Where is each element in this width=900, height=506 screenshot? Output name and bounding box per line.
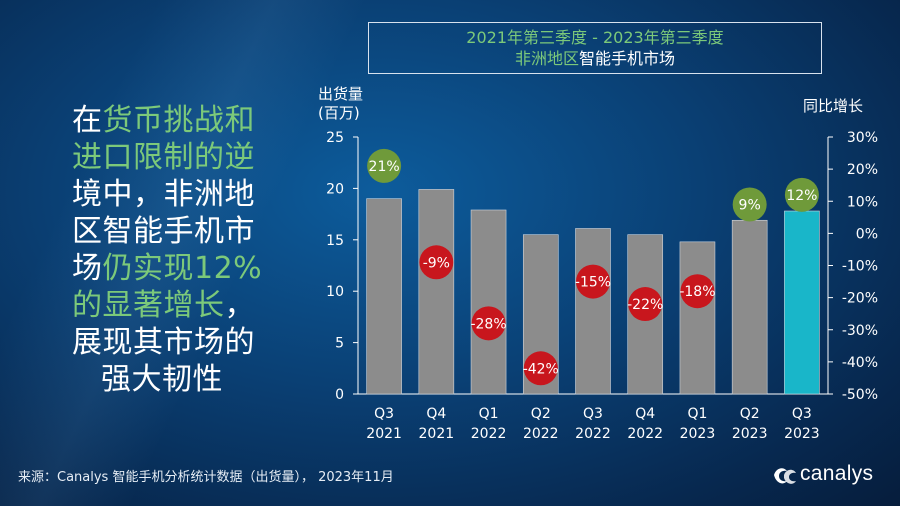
headline-line-2: 进口限制的逆	[72, 140, 255, 175]
right-tick-label: 0%	[856, 226, 878, 242]
right-tick-label: -30%	[842, 323, 878, 339]
yoy-growth-marker	[367, 148, 402, 183]
right-tick-label: 10%	[847, 194, 878, 210]
yoy-growth-marker	[576, 264, 610, 299]
category-label: Q3	[374, 406, 394, 422]
chart-title-subject: 智能手机市场	[579, 49, 676, 68]
shipment-bar	[470, 209, 507, 395]
right-tick-label: -40%	[842, 355, 878, 371]
right-tick-label: -20%	[842, 291, 878, 307]
source-note: 来源：Canalys 智能手机分析统计数据（出货量）， 2023年11月	[18, 470, 394, 485]
shipment-bar	[575, 228, 611, 395]
category-label: 2022	[575, 426, 611, 442]
category-label: 2021	[419, 426, 455, 442]
yoy-growth-marker	[628, 287, 663, 322]
right-tick-label: 20%	[847, 162, 878, 178]
headline-line-6: 的显著增长，	[72, 288, 255, 323]
right-tick-label: -50%	[842, 387, 878, 403]
shipment-bar	[366, 198, 402, 395]
yoy-growth-label: -15%	[575, 275, 611, 291]
left-tick-label: 15	[326, 233, 344, 249]
yoy-growth-marker	[784, 177, 819, 212]
yoy-growth-label: 21%	[369, 159, 400, 175]
canalys-logo-text: canalys	[800, 462, 874, 485]
left-tick-label: 5	[335, 336, 344, 352]
category-label: 2023	[680, 426, 716, 442]
category-label: Q1	[687, 406, 707, 422]
right-tick-label: -10%	[842, 259, 878, 275]
headline-line-4: 区智能手机市	[72, 214, 255, 249]
chart-title-market: 非洲地区智能手机市场	[369, 48, 821, 69]
category-label: 2021	[366, 426, 402, 442]
headline-text: 在货币挑战和 进口限制的逆 境中，非洲地 区智能手机市 场仍实现12% 的显著增…	[72, 102, 272, 398]
shipment-bar	[784, 210, 820, 395]
yoy-growth-label: -18%	[679, 284, 715, 300]
yoy-growth-marker	[732, 187, 767, 222]
headline-line-7: 展现其市场的	[72, 325, 255, 360]
yoy-growth-marker	[680, 274, 715, 309]
yoy-growth-marker	[523, 351, 558, 386]
right-tick-label: 30%	[847, 130, 878, 146]
chart-title-period: 2021年第三季度 - 2023年第三季度	[466, 28, 724, 47]
yoy-growth-label: -9%	[423, 255, 450, 271]
category-label: 2023	[784, 426, 820, 442]
shipment-bar	[679, 241, 716, 395]
category-label: Q3	[583, 406, 603, 422]
category-label: Q2	[740, 406, 760, 422]
headline-line-8: 强大韧性	[101, 362, 223, 397]
category-label: Q4	[635, 406, 655, 422]
right-axis-title: 同比增长	[803, 97, 864, 115]
yoy-growth-label: 12%	[786, 188, 817, 204]
yoy-growth-marker	[471, 306, 506, 341]
yoy-growth-label: -28%	[470, 316, 506, 332]
shipment-bar	[418, 189, 455, 395]
category-label: Q2	[531, 406, 551, 422]
yoy-growth-label: -42%	[523, 361, 559, 377]
category-label: 2022	[627, 426, 663, 442]
shipment-bar	[731, 219, 768, 395]
category-label: 2022	[523, 426, 559, 442]
left-tick-label: 10	[326, 284, 344, 300]
left-tick-label: 25	[326, 130, 344, 146]
headline-line-1: 在货币挑战和	[72, 103, 255, 138]
category-label: 2022	[471, 426, 507, 442]
left-axis-title: 出货量 (百万)	[318, 85, 364, 122]
canalys-logo-icon	[774, 468, 796, 484]
left-tick-label: 20	[326, 181, 344, 197]
yoy-growth-label: 9%	[739, 197, 761, 213]
category-label: Q3	[792, 406, 812, 422]
headline-line-3: 境中，非洲地	[72, 177, 255, 212]
chart-title-box: 2021年第三季度 - 2023年第三季度 非洲地区智能手机市场	[368, 22, 822, 74]
headline-line-5: 场仍实现12%	[72, 251, 263, 286]
yoy-growth-label: -22%	[627, 297, 663, 313]
yoy-growth-marker	[419, 245, 454, 280]
category-label: Q4	[426, 406, 446, 422]
category-label: Q1	[479, 406, 499, 422]
category-label: 2023	[732, 426, 768, 442]
left-tick-label: 0	[335, 387, 344, 403]
chart-title-region: 非洲地区	[514, 49, 579, 68]
